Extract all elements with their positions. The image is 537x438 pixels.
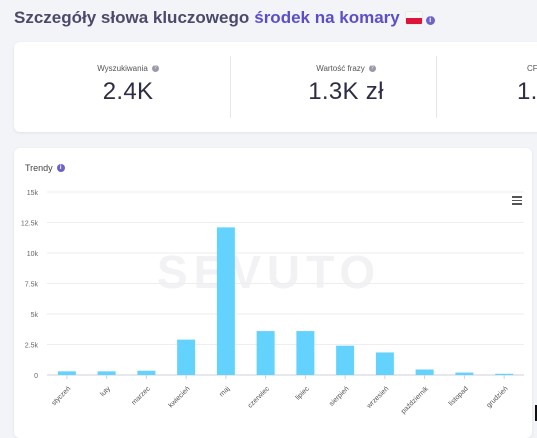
y-tick-label: 12.5k <box>21 221 39 228</box>
keyword-text: środek na komary <box>254 8 400 27</box>
help-icon[interactable]: ? <box>151 65 159 73</box>
stats-card: Wyszukiwania? 2.4K Wartość frazy? 1.3K z… <box>14 42 537 132</box>
watermark: SEVUTO <box>157 246 381 298</box>
x-tick-label: styczeń <box>51 385 73 407</box>
x-tick-label: luty <box>99 385 112 398</box>
stat-searches: Wyszukiwania? 2.4K <box>20 42 236 132</box>
info-icon[interactable]: i <box>425 15 435 25</box>
bar-2[interactable] <box>137 370 156 375</box>
x-tick-label: czerwiec <box>247 385 272 410</box>
stat-label: Wyszukiwania? <box>20 64 236 73</box>
stat-phrase-value: Wartość frazy? 1.3K zł <box>238 42 454 132</box>
bar-1[interactable] <box>97 371 116 375</box>
stat-cf-value: 1.5 <box>517 78 537 105</box>
bar-4[interactable] <box>216 227 235 375</box>
page-title-text: Szczegóły słowa kluczowego <box>14 8 250 27</box>
stat-cf-label: CF <box>527 64 537 73</box>
bar-0[interactable] <box>57 371 76 375</box>
bar-8[interactable] <box>375 352 394 375</box>
x-tick-label: sierpień <box>328 385 350 407</box>
divider <box>230 56 231 118</box>
text-cursor <box>535 405 537 421</box>
stat-phrase-value-label: Wartość frazy <box>316 64 365 73</box>
trend-chart-card: Trendy i SEVUTO 0 2.5k 5k 7.5k 10k 12.5k 15k sty… <box>14 148 532 438</box>
help-icon[interactable]: ? <box>368 65 376 73</box>
bar-3[interactable] <box>177 339 196 375</box>
x-tick-label: marzec <box>131 385 153 407</box>
y-tick-label: 5k <box>31 312 39 319</box>
chart-title-text: Trendy <box>25 163 53 173</box>
y-tick-label: 7.5k <box>25 282 39 289</box>
chart-menu-icon[interactable] <box>512 196 522 205</box>
bar-5[interactable] <box>256 331 275 375</box>
bar-9[interactable] <box>415 369 434 375</box>
bar-7[interactable] <box>336 345 355 375</box>
page-title: Szczegóły słowa kluczowego środek na kom… <box>14 8 435 28</box>
bar-6[interactable] <box>296 331 315 375</box>
stat-cf: CF 1.5 <box>450 42 537 132</box>
y-tick-label: 2.5k <box>25 343 39 350</box>
poland-flag-icon <box>405 12 422 24</box>
y-tick-label: 0 <box>34 373 38 380</box>
x-tick-label: wrzesień <box>365 385 390 410</box>
x-tick-label: listopad <box>448 385 470 407</box>
y-tick-label: 10k <box>27 251 39 258</box>
x-tick-label: lipiec <box>295 385 312 402</box>
bar-11[interactable] <box>495 373 514 375</box>
x-tick-label: maj <box>218 385 231 398</box>
stat-searches-value: 2.4K <box>102 78 154 105</box>
chart-title: Trendy i <box>25 163 65 173</box>
x-tick-label: październik <box>400 385 430 415</box>
stat-label: Wartość frazy? <box>238 64 454 73</box>
x-tick-label: kwiecień <box>168 385 192 409</box>
bar-10[interactable] <box>455 372 474 375</box>
x-tick-label: grudzień <box>486 385 510 409</box>
divider <box>436 56 437 118</box>
stat-phrase-value-value: 1.3K zł <box>308 78 384 105</box>
stat-searches-label: Wyszukiwania <box>97 64 148 73</box>
y-tick-label: 15k <box>27 190 39 197</box>
trend-chart: SEVUTO 0 2.5k 5k 7.5k 10k 12.5k 15k styczeń luty m… <box>21 190 524 415</box>
info-icon[interactable]: i <box>56 164 65 172</box>
